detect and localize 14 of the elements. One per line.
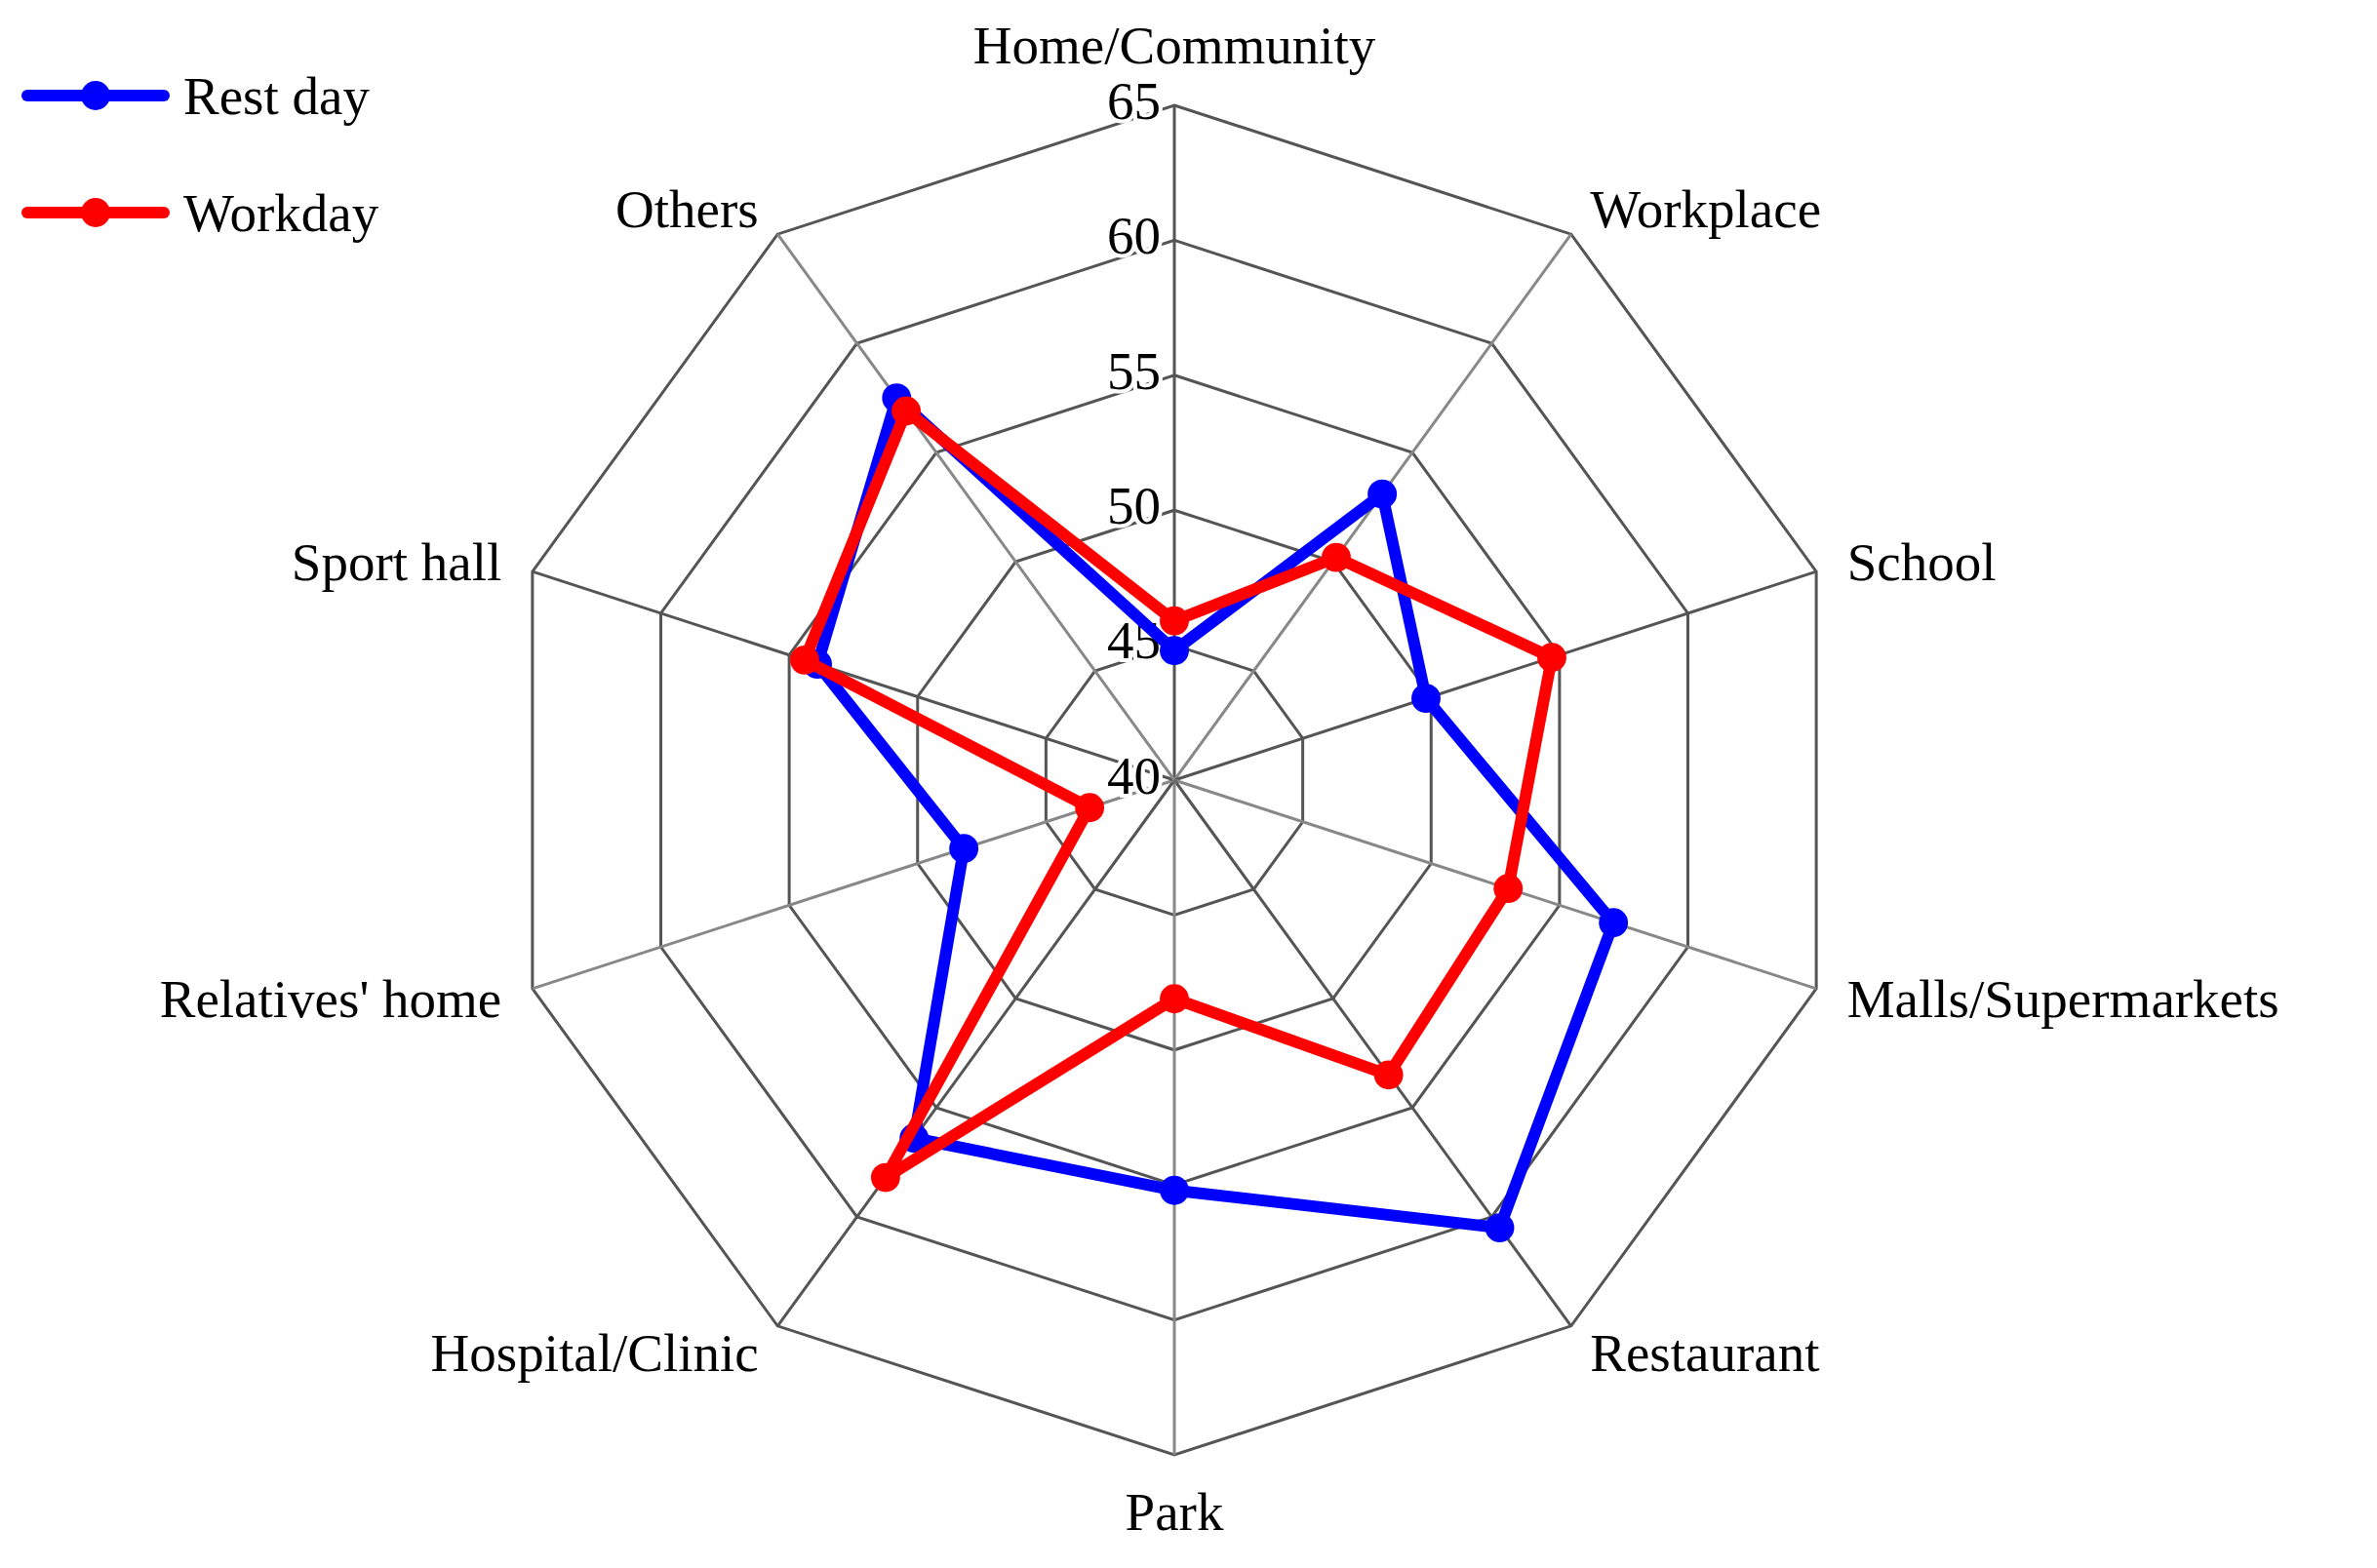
y-tick-label: 50 (1107, 475, 1161, 535)
legend-label: Rest day (183, 66, 371, 127)
spoke-label: Others (615, 178, 759, 239)
spoke-label: Relatives' home (159, 969, 502, 1030)
spoke-label: Workplace (1590, 178, 1822, 239)
spoke-label: Hospital/Clinic (430, 1322, 759, 1383)
y-tick-label: 55 (1107, 340, 1161, 401)
spoke-label: Sport hall (291, 532, 502, 593)
spoke-label: Restaurant (1590, 1322, 1820, 1383)
spoke-label: Park (1125, 1482, 1224, 1543)
spoke-label: School (1846, 532, 1997, 593)
spoke-label: Malls/Supermarkets (1846, 969, 2279, 1030)
y-tick-label: 60 (1107, 206, 1161, 266)
legend-label: Workday (183, 183, 379, 244)
